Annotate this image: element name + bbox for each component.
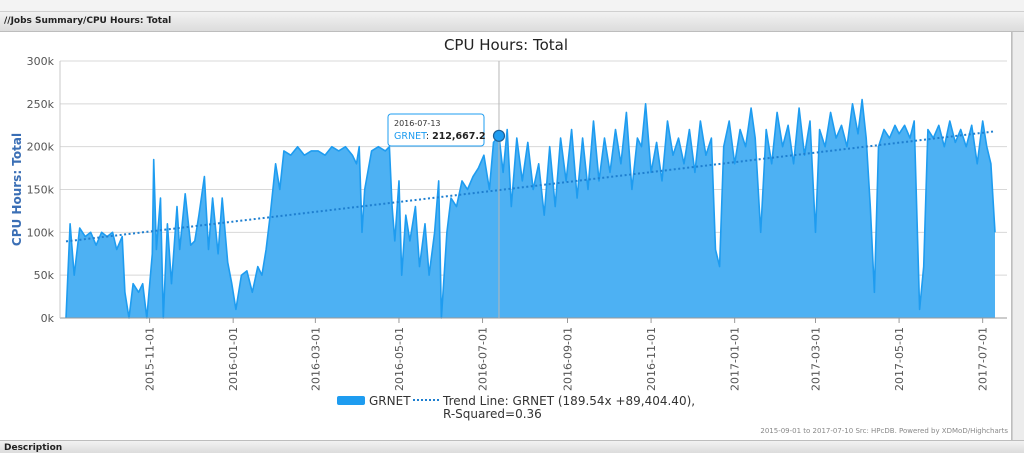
x-tick-label: 2016-11-01 — [645, 327, 658, 391]
legend-swatch-grnet[interactable] — [337, 396, 365, 405]
series-line-grnet[interactable] — [65, 98, 996, 319]
x-tick-label: 2016-05-01 — [393, 327, 406, 391]
x-tick-label: 2016-07-01 — [477, 327, 490, 391]
x-tick-label: 2016-09-01 — [561, 327, 574, 391]
description-label: Description — [4, 443, 63, 453]
y-tick-label: 100k — [27, 226, 55, 239]
x-tick-label: 2017-01-01 — [729, 327, 742, 391]
crosshair — [492, 61, 506, 318]
description-header[interactable]: Description — [0, 440, 1024, 453]
top-strip — [0, 0, 1024, 12]
tooltip-date: 2016-07-13 — [394, 119, 441, 128]
x-tick-label: 2015-11-01 — [144, 327, 157, 391]
chart-title: CPU Hours: Total — [444, 36, 568, 54]
y-axis-title: CPU Hours: Total — [10, 133, 24, 246]
tooltip-value-line: GRNET: 212,667.2 — [394, 131, 486, 142]
cpu-hours-chart: CPU Hours: Total 0k 50k 100k 150k 200k 250k 30… — [10, 36, 1008, 435]
x-tick-label: 2017-03-01 — [810, 327, 823, 391]
y-tick-label: 300k — [27, 55, 55, 68]
y-tick-label: 250k — [27, 98, 55, 111]
tooltip-value: 212,667.2 — [432, 131, 486, 142]
chart-credits: 2015-09-01 to 2017-07-10 Src: HPcDB. Pow… — [760, 427, 1008, 435]
trend-line[interactable] — [65, 130, 996, 243]
tooltip-box — [387, 113, 485, 147]
panel-title: //Jobs Summary/CPU Hours: Total — [4, 16, 172, 26]
legend[interactable]: GRNET Trend Line: GRNET (189.54x +89,404… — [337, 394, 695, 421]
y-tick-label: 0k — [41, 312, 55, 325]
panel-scrollbar[interactable] — [1012, 32, 1024, 440]
x-tick-label: 2016-03-01 — [309, 327, 322, 391]
y-tick-label: 200k — [27, 141, 55, 154]
x-tick-label: 2016-01-01 — [227, 327, 240, 391]
y-tick-labels: 0k 50k 100k 150k 200k 250k 300k — [27, 55, 55, 325]
tooltip-colon: : — [426, 131, 432, 142]
legend-label-trend-r2[interactable]: R-Squared=0.36 — [443, 407, 542, 421]
x-tick-labels: 2015-11-01 2016-01-01 2016-03-01 2016-05-01… — [144, 327, 990, 391]
y-tick-label: 50k — [34, 269, 55, 282]
hover-point-marker — [492, 129, 506, 142]
series-area-fill-grnet[interactable] — [66, 99, 995, 318]
x-axis — [59, 61, 1007, 323]
y-tick-label: 150k — [27, 184, 55, 197]
tooltip: 2016-07-13 GRNET: 212,667.2 — [387, 113, 486, 147]
legend-label-trend[interactable]: Trend Line: GRNET (189.54x +89,404.40), — [442, 394, 695, 408]
x-tick-label: 2017-07-01 — [977, 327, 990, 391]
trend-line-grnet[interactable] — [65, 130, 996, 243]
panel-header: //Jobs Summary/CPU Hours: Total — [0, 12, 1024, 32]
x-tick-label: 2017-05-01 — [893, 327, 906, 391]
legend-label-grnet[interactable]: GRNET — [369, 394, 411, 408]
tooltip-series: GRNET — [394, 131, 427, 142]
series-area[interactable] — [65, 98, 996, 319]
